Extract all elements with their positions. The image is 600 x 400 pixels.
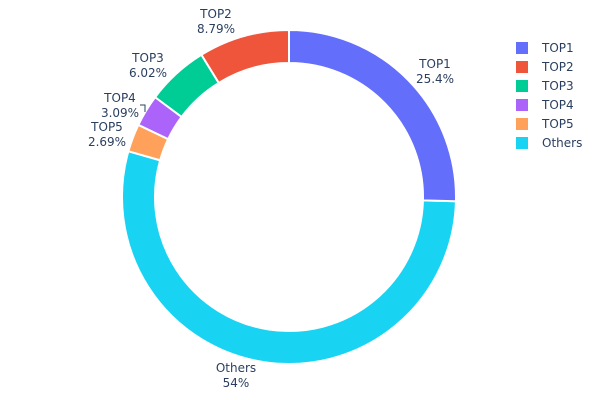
- legend-swatch: [516, 117, 528, 130]
- legend-swatch: [516, 79, 528, 92]
- slice-label-top5: TOP5 2.69%: [87, 120, 127, 149]
- legend-label: TOP5: [542, 116, 574, 131]
- legend-label: TOP3: [542, 78, 574, 93]
- legend-label: Others: [542, 135, 583, 150]
- slice-label-top4: TOP4 3.09%: [100, 91, 140, 120]
- legend-item-top3[interactable]: TOP3: [516, 76, 582, 95]
- slice-label-others: Others 54%: [215, 361, 257, 390]
- legend-swatch: [516, 41, 528, 54]
- legend-item-top5[interactable]: TOP5: [516, 114, 582, 133]
- legend-swatch: [516, 98, 528, 111]
- slice-top1[interactable]: [288, 28, 457, 203]
- slice-label-top1: TOP1 25.4%: [415, 57, 455, 86]
- legend-item-others[interactable]: Others: [516, 133, 582, 152]
- top4-leader-line: [140, 104, 146, 112]
- legend-label: TOP2: [542, 59, 574, 74]
- legend-label: TOP1: [542, 40, 574, 55]
- legend-label: TOP4: [542, 97, 574, 112]
- slice-others[interactable]: [121, 150, 457, 365]
- legend-item-top4[interactable]: TOP4: [516, 95, 582, 114]
- slice-label-top2: TOP2 8.79%: [196, 7, 236, 36]
- legend-item-top2[interactable]: TOP2: [516, 57, 582, 76]
- slice-top4[interactable]: [137, 95, 183, 141]
- legend-swatch: [516, 60, 528, 73]
- slice-top3[interactable]: [153, 53, 221, 119]
- slice-label-top3: TOP3 6.02%: [128, 51, 168, 80]
- legend-swatch: [516, 136, 528, 149]
- legend: TOP1 TOP2 TOP3 TOP4 TOP5 Others: [516, 38, 582, 152]
- slice-top5[interactable]: [127, 123, 170, 162]
- legend-item-top1[interactable]: TOP1: [516, 38, 582, 57]
